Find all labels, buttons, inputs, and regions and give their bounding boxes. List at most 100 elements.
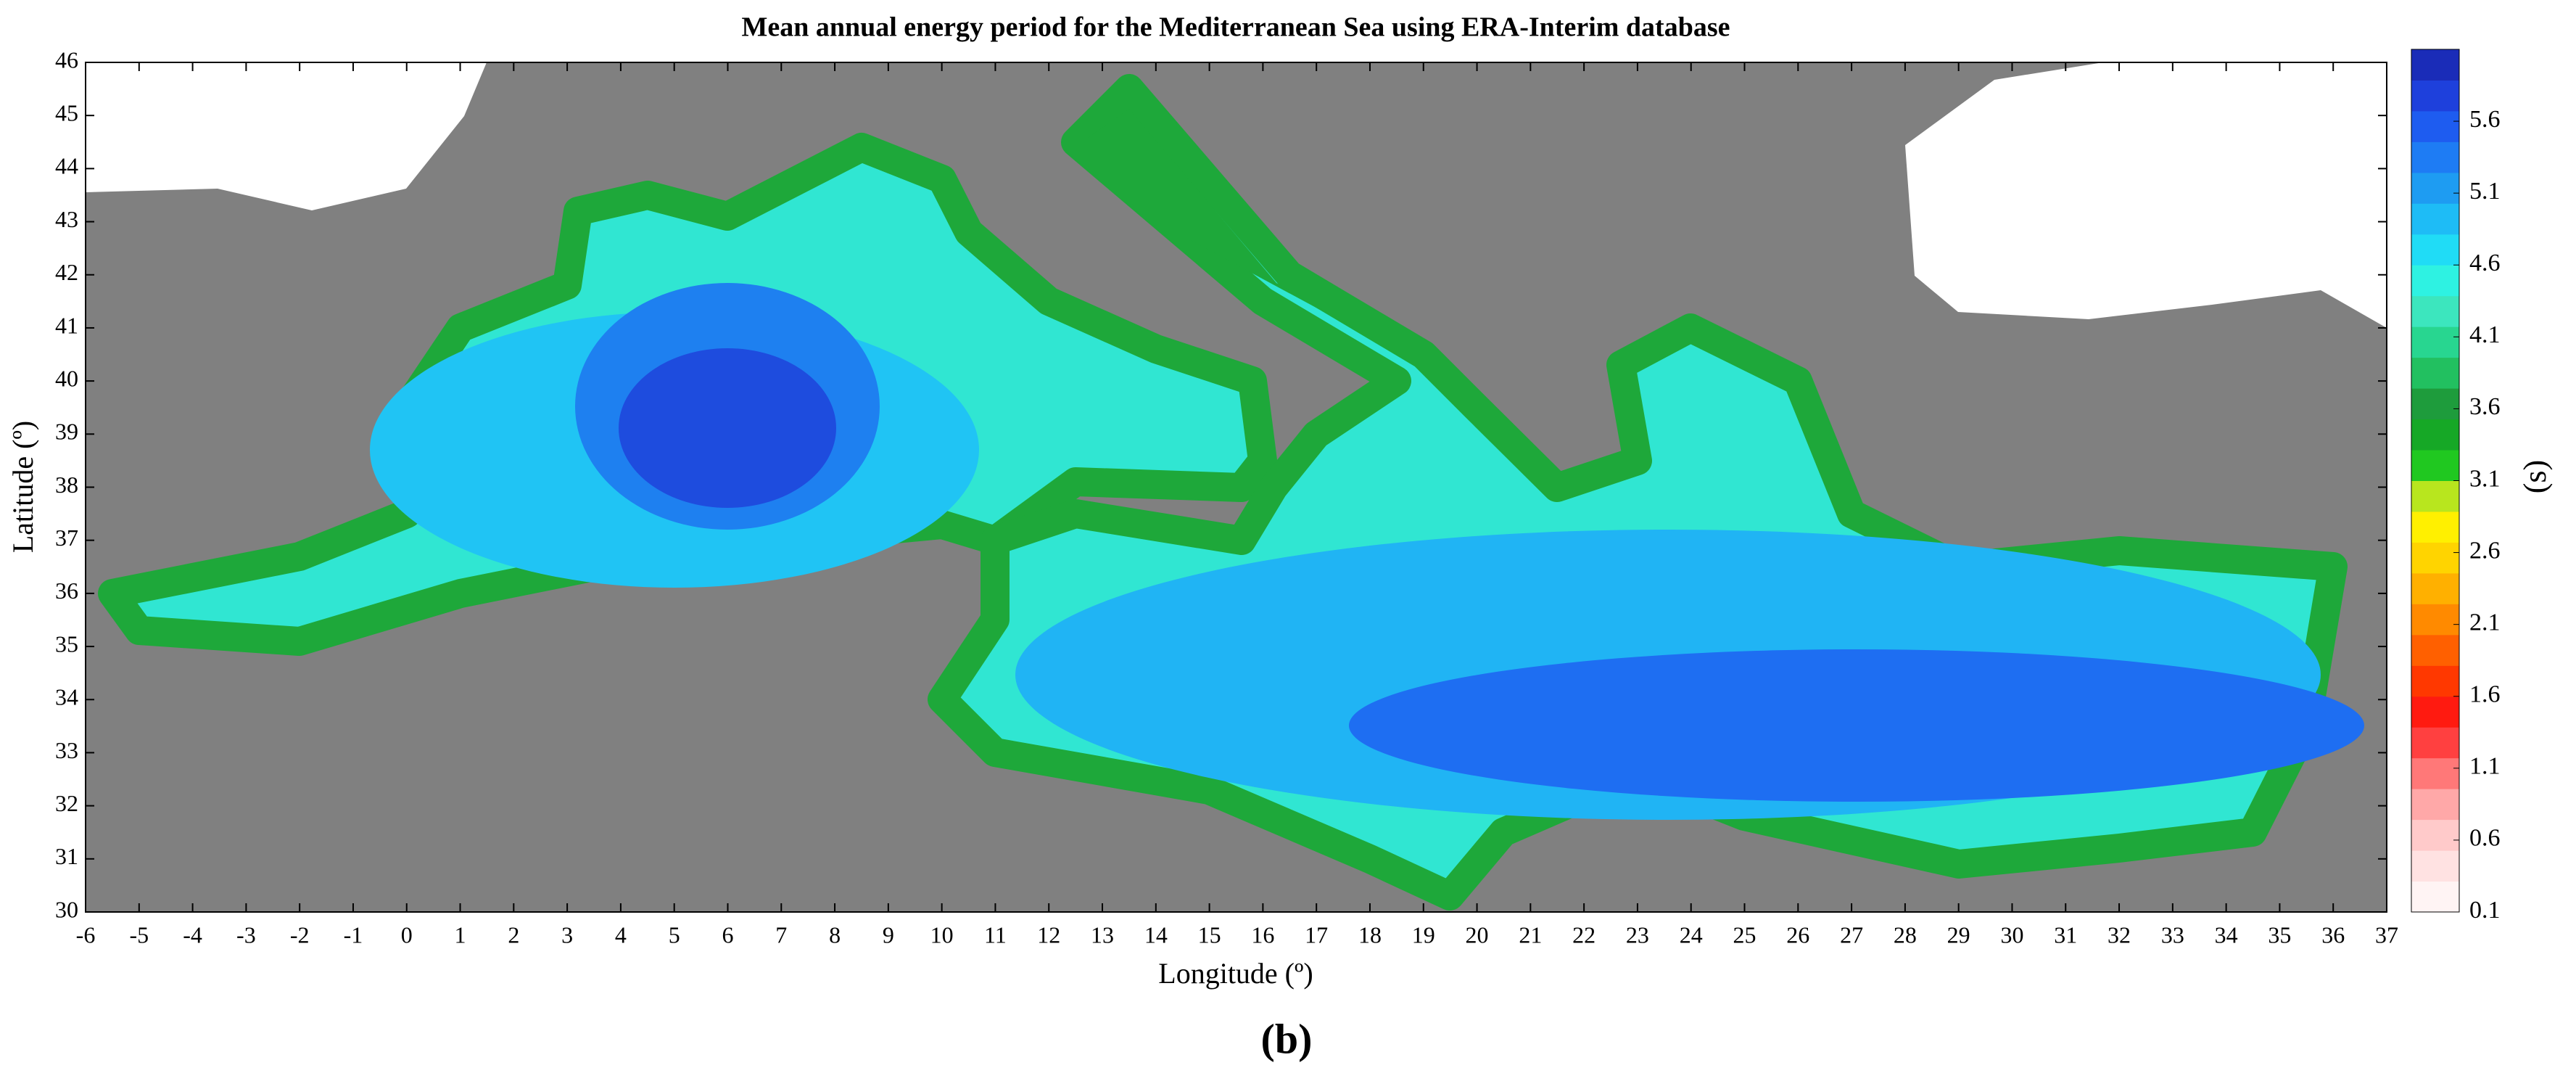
- x-tick-label: 32: [2108, 921, 2131, 948]
- x-tick-label: 28: [1894, 921, 1917, 948]
- x-tick-label: 16: [1251, 921, 1274, 948]
- x-tick-label: 10: [930, 921, 954, 948]
- colorbar-tick-label: 2.6: [2469, 537, 2501, 564]
- colorbar-segment: [2411, 172, 2459, 204]
- x-tick-label: 9: [883, 921, 894, 948]
- x-tick-label: 35: [2268, 921, 2291, 948]
- colorbar-label: (s): [2517, 460, 2553, 493]
- x-tick-label: -5: [129, 921, 149, 948]
- colorbar-tick-label: 2.1: [2469, 609, 2501, 636]
- colorbar-segment: [2411, 388, 2459, 420]
- x-tick-label: 5: [669, 921, 680, 948]
- y-tick-label: 46: [55, 46, 78, 73]
- colorbar-segment: [2411, 357, 2459, 389]
- colorbar-segment: [2411, 511, 2459, 543]
- x-tick-label: 8: [829, 921, 841, 948]
- colorbar-segment: [2411, 80, 2459, 112]
- x-tick-label: 17: [1305, 921, 1328, 948]
- colorbar-segment: [2411, 326, 2459, 358]
- x-tick-label: 7: [775, 921, 787, 948]
- x-tick-label: 25: [1733, 921, 1756, 948]
- colorbar-segment: [2411, 665, 2459, 697]
- colorbar-segment: [2411, 819, 2459, 851]
- x-tick-label: 13: [1091, 921, 1114, 948]
- y-tick-label: 32: [55, 790, 78, 816]
- y-tick-label: 39: [55, 419, 78, 445]
- colorbar-tick-label: 3.1: [2469, 465, 2501, 492]
- colorbar-segment: [2411, 881, 2459, 913]
- y-tick-label: 38: [55, 472, 78, 498]
- y-tick-label: 31: [55, 843, 78, 869]
- x-tick-label: 27: [1840, 921, 1863, 948]
- contour: [619, 348, 836, 508]
- x-tick-label: 23: [1626, 921, 1649, 948]
- x-tick-label: 31: [2054, 921, 2077, 948]
- colorbar-segment: [2411, 49, 2459, 81]
- x-tick-label: 15: [1198, 921, 1221, 948]
- x-tick-label: -6: [76, 921, 96, 948]
- y-tick-label: 43: [55, 206, 78, 232]
- chart-title: Mean annual energy period for the Medite…: [741, 12, 1730, 43]
- colorbar-tick-label: 1.6: [2469, 681, 2501, 708]
- y-tick-label: 44: [55, 153, 78, 179]
- colorbar-segment: [2411, 850, 2459, 882]
- y-tick-label: 37: [55, 525, 78, 551]
- colorbar-segment: [2411, 634, 2459, 666]
- colorbar-tick-label: 1.1: [2469, 753, 2501, 780]
- colorbar-segment: [2411, 265, 2459, 297]
- x-tick-label: 4: [615, 921, 627, 948]
- x-tick-label: 20: [1466, 921, 1489, 948]
- x-tick-label: 12: [1037, 921, 1060, 948]
- x-tick-label: 37: [2375, 921, 2398, 948]
- x-tick-label: -3: [236, 921, 256, 948]
- colorbar-tick-label: 5.6: [2469, 106, 2501, 133]
- colorbar-segment: [2411, 480, 2459, 512]
- x-tick-label: 6: [722, 921, 733, 948]
- y-tick-label: 34: [55, 684, 78, 710]
- map-area: [86, 62, 2387, 912]
- y-tick-label: 45: [55, 100, 78, 126]
- x-tick-label: 14: [1144, 921, 1168, 948]
- colorbar-segment: [2411, 203, 2459, 235]
- colorbar-tick-label: 0.1: [2469, 897, 2501, 924]
- colorbar-segment: [2411, 572, 2459, 604]
- x-tick-label: 34: [2215, 921, 2238, 948]
- colorbar-segment: [2411, 295, 2459, 327]
- y-tick-label: 40: [55, 365, 78, 391]
- x-tick-label: -1: [344, 921, 363, 948]
- y-tick-label: 30: [55, 896, 78, 922]
- x-tick-label: 3: [561, 921, 573, 948]
- y-tick-label: 42: [55, 259, 78, 285]
- colorbar-segment: [2411, 789, 2459, 821]
- colorbar-segment: [2411, 141, 2459, 173]
- x-tick-label: 2: [508, 921, 519, 948]
- colorbar-segment: [2411, 450, 2459, 481]
- colorbar-tick-label: 3.6: [2469, 393, 2501, 420]
- colorbar-segment: [2411, 419, 2459, 451]
- x-tick-label: -4: [183, 921, 202, 948]
- x-tick-label: 18: [1358, 921, 1382, 948]
- colorbar-tick-label: 4.6: [2469, 250, 2501, 276]
- colorbar-segment: [2411, 110, 2459, 142]
- y-tick-label: 35: [55, 630, 78, 657]
- x-tick-label: 22: [1572, 921, 1595, 948]
- colorbar-tick-label: 4.1: [2469, 321, 2501, 348]
- colorbar-tick-label: 0.6: [2469, 825, 2501, 852]
- x-tick-label: 33: [2161, 921, 2184, 948]
- x-tick-label: 24: [1680, 921, 1703, 948]
- x-axis-label: Longitude (º): [1158, 957, 1313, 990]
- x-tick-label: 30: [2000, 921, 2023, 948]
- x-tick-label: 11: [984, 921, 1007, 948]
- outside-land: [86, 62, 487, 210]
- x-tick-label: -2: [290, 921, 310, 948]
- colorbar-segment: [2411, 696, 2459, 728]
- x-tick-label: 1: [455, 921, 466, 948]
- x-tick-label: 26: [1786, 921, 1809, 948]
- y-axis-label: Latitude (º): [7, 421, 39, 553]
- y-tick-label: 41: [55, 312, 78, 338]
- contour: [1349, 649, 2364, 802]
- colorbar-segment: [2411, 234, 2459, 266]
- x-tick-label: 19: [1412, 921, 1435, 948]
